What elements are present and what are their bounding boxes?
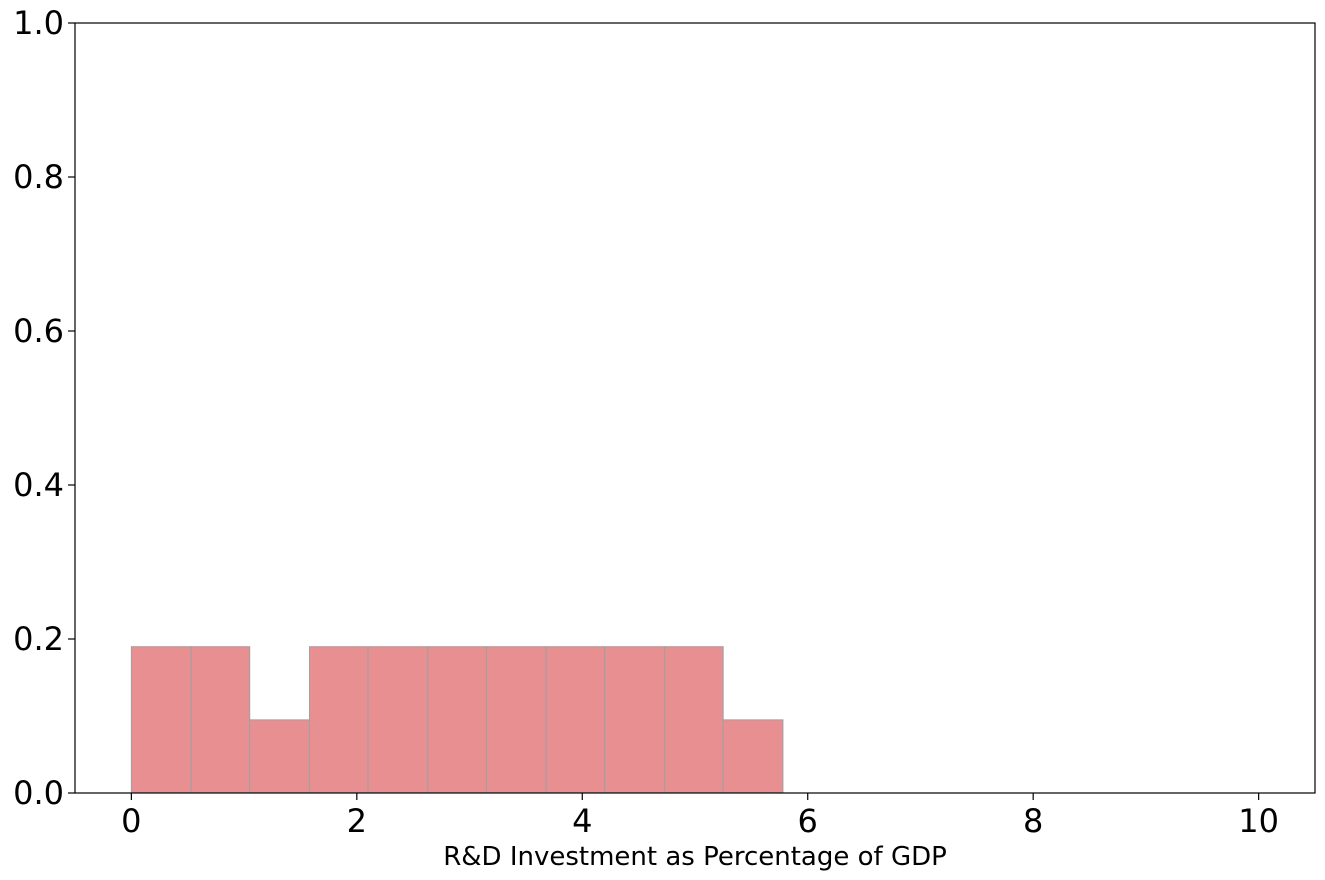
plot-frame bbox=[74, 22, 1316, 794]
histogram-bar-8 bbox=[604, 646, 666, 794]
y-tick-label-2: 0.4 bbox=[13, 466, 64, 504]
x-tick-label-5: 10 bbox=[1238, 802, 1279, 840]
histogram-bar-4 bbox=[367, 646, 429, 794]
y-tick-label-0: 0.0 bbox=[13, 774, 64, 812]
x-tick-label-1: 2 bbox=[347, 802, 367, 840]
x-tick-label-0: 0 bbox=[121, 802, 141, 840]
x-tick-label-3: 6 bbox=[798, 802, 818, 840]
histogram-bar-10 bbox=[722, 719, 784, 794]
y-tick-label-1: 0.2 bbox=[13, 620, 64, 658]
histogram-bar-5 bbox=[427, 646, 487, 794]
histogram-bar-6 bbox=[485, 646, 547, 794]
histogram-bar-0 bbox=[130, 646, 192, 794]
x-tick-label-4: 8 bbox=[1023, 802, 1043, 840]
histogram-bar-7 bbox=[545, 646, 606, 794]
x-axis: 0 2 4 6 8 10 bbox=[121, 793, 1279, 840]
x-tick-label-2: 4 bbox=[572, 802, 592, 840]
y-tick-label-5: 1.0 bbox=[13, 4, 64, 42]
bars-group bbox=[130, 646, 784, 794]
y-tick-label-3: 0.6 bbox=[13, 312, 64, 350]
y-axis: 0.0 0.2 0.4 0.6 0.8 1.0 bbox=[13, 4, 75, 812]
histogram-bar-9 bbox=[664, 646, 724, 794]
histogram-bar-1 bbox=[190, 646, 251, 794]
histogram-bar-3 bbox=[308, 646, 369, 794]
x-axis-title: R&D Investment as Percentage of GDP bbox=[443, 842, 947, 872]
y-tick-label-4: 0.8 bbox=[13, 158, 64, 196]
histogram-bar-2 bbox=[249, 719, 310, 794]
